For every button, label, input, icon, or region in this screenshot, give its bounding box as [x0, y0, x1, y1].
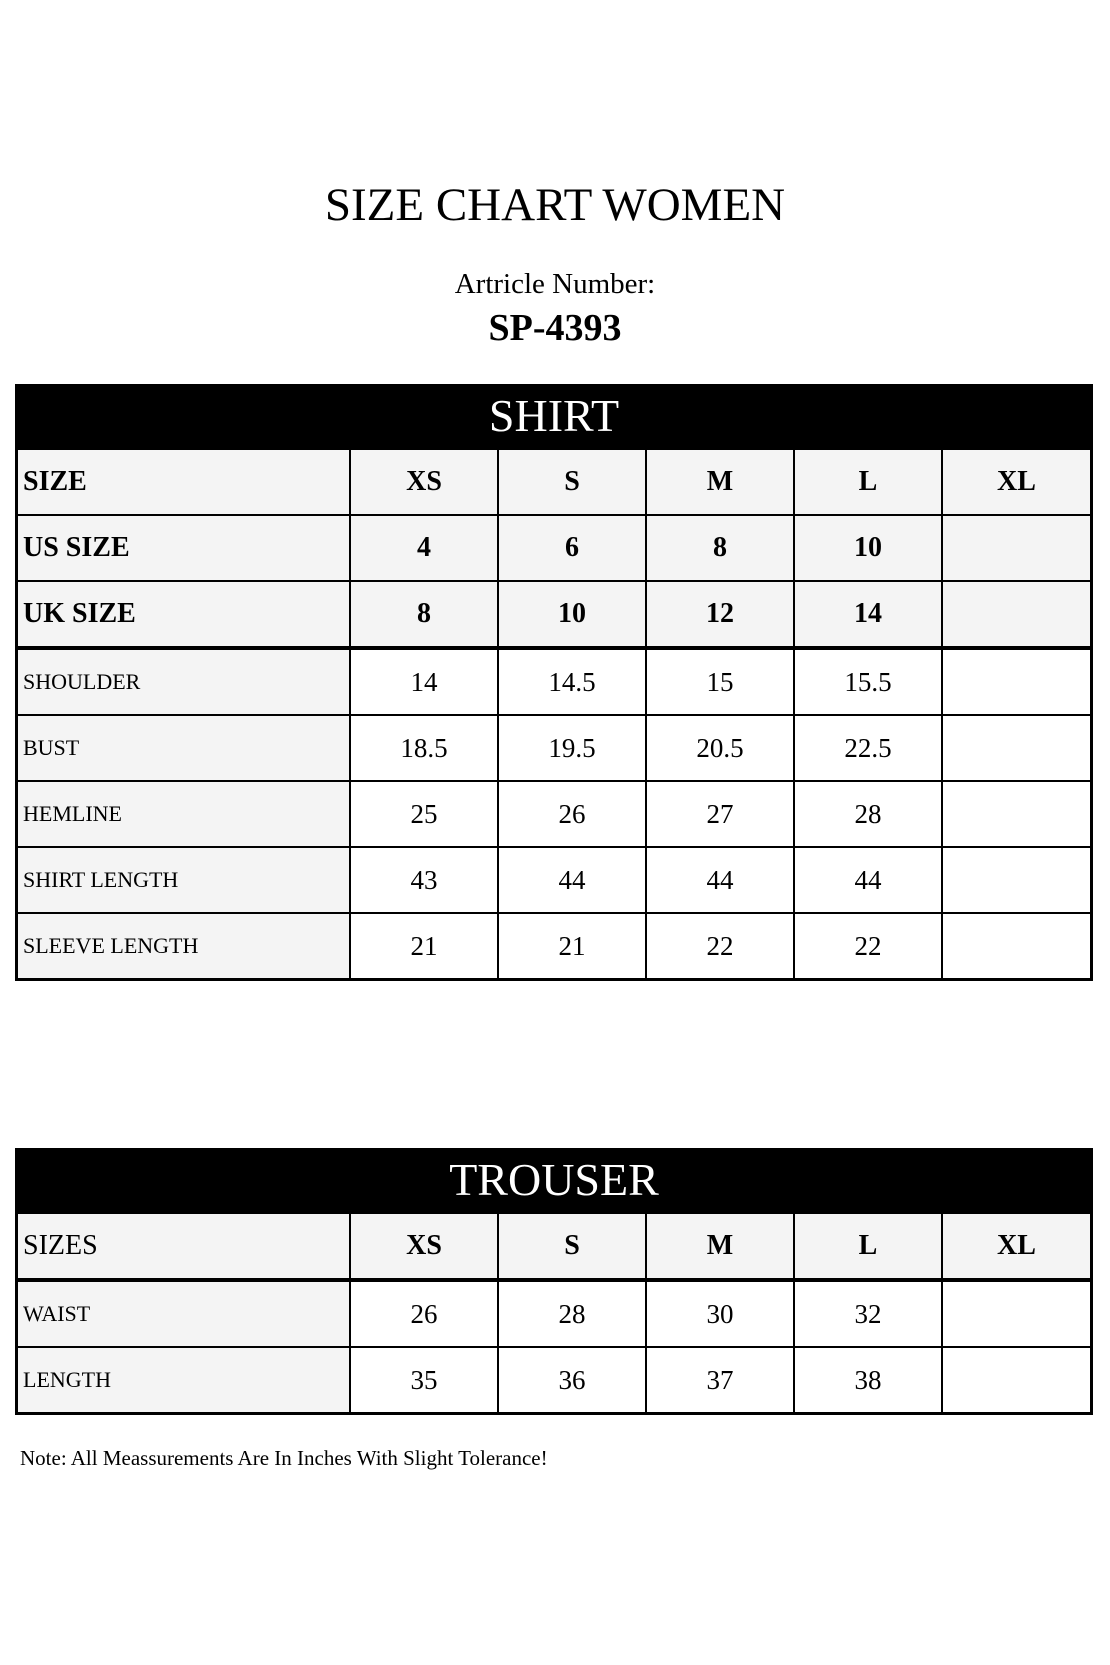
- table-cell: [941, 846, 1090, 914]
- article-number-label: Artricle Number:: [454, 268, 656, 300]
- shirt-heading: SHIRT: [18, 384, 1090, 448]
- row-label: LENGTH: [18, 1346, 351, 1412]
- row-label: HEMLINE: [18, 780, 351, 848]
- table-cell: 15.5: [793, 647, 943, 716]
- table-cell: 35: [349, 1346, 499, 1412]
- row-label: US SIZE: [18, 514, 351, 582]
- table-cell: 36: [497, 1346, 647, 1412]
- article-number: SP-4393: [488, 307, 622, 349]
- table-row: HEMLINE 25 26 27 28: [18, 780, 1090, 848]
- table-row: SHIRT LENGTH 43 44 44 44: [18, 846, 1090, 914]
- table-cell: 14: [349, 647, 499, 716]
- table-cell: 32: [793, 1279, 943, 1348]
- table-cell: 14: [793, 580, 943, 650]
- table-cell: M: [645, 448, 795, 516]
- table-cell: 21: [349, 912, 499, 978]
- table-cell: L: [793, 1212, 943, 1282]
- table-cell: 19.5: [497, 714, 647, 782]
- row-label: BUST: [18, 714, 351, 782]
- table-cell: 28: [793, 780, 943, 848]
- table-row: SLEEVE LENGTH 21 21 22 22: [18, 912, 1090, 978]
- table-cell: 27: [645, 780, 795, 848]
- table-cell: XL: [941, 448, 1090, 516]
- table-cell: 38: [793, 1346, 943, 1412]
- table-cell: 14.5: [497, 647, 647, 716]
- table-row: UK SIZE 8 10 12 14: [18, 580, 1090, 650]
- table-cell: 15: [645, 647, 795, 716]
- table-cell: M: [645, 1212, 795, 1282]
- table-cell: [941, 1346, 1090, 1412]
- table-cell: 10: [497, 580, 647, 650]
- table-cell: S: [497, 1212, 647, 1282]
- table-cell: 28: [497, 1279, 647, 1348]
- table-cell: 22: [645, 912, 795, 978]
- table-cell: 21: [497, 912, 647, 978]
- table-cell: 10: [793, 514, 943, 582]
- table-cell: S: [497, 448, 647, 516]
- table-cell: 18.5: [349, 714, 499, 782]
- table-cell: 44: [497, 846, 647, 914]
- table-cell: [941, 514, 1090, 582]
- table-header-row: SIZES XS S M L XL: [18, 1212, 1090, 1282]
- table-cell: 26: [497, 780, 647, 848]
- row-label: SHIRT LENGTH: [18, 846, 351, 914]
- table-cell: XS: [349, 1212, 499, 1282]
- table-cell: XS: [349, 448, 499, 516]
- table-cell: 25: [349, 780, 499, 848]
- trouser-size-table: TROUSER SIZES XS S M L XL WAIST 26 28 30 32 LENGTH 3…: [15, 1148, 1093, 1415]
- table-cell: [941, 912, 1090, 978]
- table-cell: 22: [793, 912, 943, 978]
- table-cell: 30: [645, 1279, 795, 1348]
- table-cell: 26: [349, 1279, 499, 1348]
- table-row: LENGTH 35 36 37 38: [18, 1346, 1090, 1412]
- table-cell: 4: [349, 514, 499, 582]
- shirt-size-table: SHIRT SIZE XS S M L XL US SIZE 4 6 8 10 UK SIZE 8 10 1…: [15, 384, 1093, 981]
- table-cell: 44: [645, 846, 795, 914]
- row-label: SIZES: [18, 1212, 351, 1282]
- table-row: WAIST 26 28 30 32: [18, 1279, 1090, 1348]
- table-cell: 12: [645, 580, 795, 650]
- row-label: SHOULDER: [18, 647, 351, 716]
- table-cell: [941, 580, 1090, 650]
- trouser-heading: TROUSER: [18, 1148, 1090, 1212]
- table-cell: 8: [645, 514, 795, 582]
- row-label: WAIST: [18, 1279, 351, 1348]
- table-cell: L: [793, 448, 943, 516]
- table-cell: XL: [941, 1212, 1090, 1282]
- table-cell: [941, 714, 1090, 782]
- table-cell: 43: [349, 846, 499, 914]
- page-title: SIZE CHART WOMEN: [324, 179, 786, 231]
- row-label: SIZE: [18, 448, 351, 516]
- table-cell: 22.5: [793, 714, 943, 782]
- table-cell: [941, 1279, 1090, 1348]
- table-cell: 6: [497, 514, 647, 582]
- table-row: US SIZE 4 6 8 10: [18, 514, 1090, 582]
- table-cell: 44: [793, 846, 943, 914]
- table-header-row: SIZE XS S M L XL: [18, 448, 1090, 516]
- measurement-note: Note: All Meassurements Are In Inches Wi…: [20, 1446, 548, 1470]
- table-row: BUST 18.5 19.5 20.5 22.5: [18, 714, 1090, 782]
- table-cell: 37: [645, 1346, 795, 1412]
- table-cell: [941, 647, 1090, 716]
- table-cell: [941, 780, 1090, 848]
- row-label: UK SIZE: [18, 580, 351, 650]
- table-cell: 20.5: [645, 714, 795, 782]
- table-row: SHOULDER 14 14.5 15 15.5: [18, 647, 1090, 716]
- row-label: SLEEVE LENGTH: [18, 912, 351, 978]
- table-cell: 8: [349, 580, 499, 650]
